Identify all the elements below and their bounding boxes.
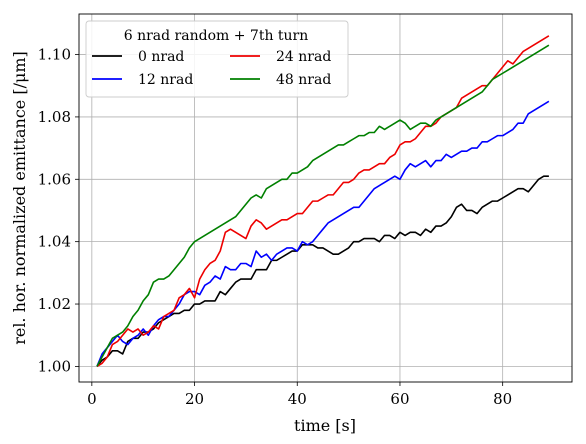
series-line-2 [96, 35, 550, 368]
x-tick-label: 60 [390, 390, 409, 408]
y-tick-label: 1.02 [38, 295, 71, 313]
series-line-3 [96, 44, 550, 367]
x-tick-label: 80 [493, 390, 512, 408]
y-tick-label: 1.00 [38, 357, 71, 375]
y-axis: 1.00 1.02 1.04 1.06 1.08 1.10 [38, 46, 79, 375]
legend-entry: 48 nrad [276, 72, 331, 88]
x-tick-label: 0 [87, 390, 97, 408]
series-line-1 [96, 100, 550, 367]
y-tick-label: 1.04 [38, 233, 71, 251]
legend-box [85, 20, 349, 98]
x-axis-label: time [s] [294, 416, 356, 435]
plot-frame [78, 13, 573, 383]
legend-entry: 12 nrad [138, 72, 193, 88]
series-line-0 [96, 175, 549, 367]
legend-entry: 0 nrad [138, 49, 184, 65]
y-tick-label: 1.08 [38, 108, 71, 126]
x-axis: 0 20 40 60 80 [87, 382, 512, 408]
x-tick-label: 20 [185, 390, 204, 408]
series-group [96, 35, 550, 368]
legend: 6 nrad random + 7th turn 0 nrad 12 nrad 24… [85, 20, 349, 98]
x-tick-label: 40 [288, 390, 307, 408]
y-axis-label: rel. hor. normalized emittance [/μm] [10, 51, 29, 345]
y-tick-label: 1.06 [38, 170, 71, 188]
y-tick-label: 1.10 [38, 46, 71, 64]
legend-entry: 24 nrad [276, 49, 331, 65]
legend-title: 6 nrad random + 7th turn [124, 28, 309, 44]
